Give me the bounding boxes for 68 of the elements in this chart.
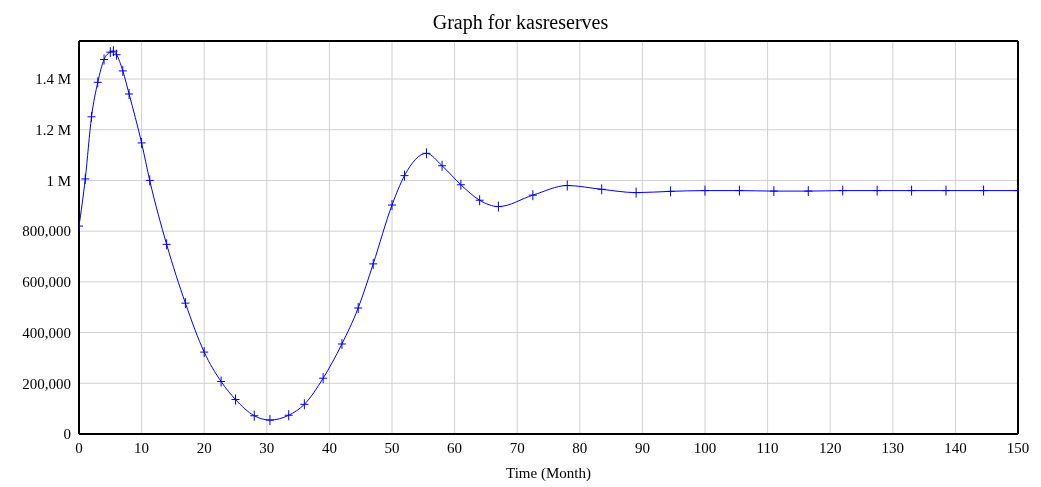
- point: [284, 409, 294, 421]
- point: [562, 180, 572, 192]
- x-tick-label: 10: [134, 439, 150, 456]
- y-tick-label: 1.4 M: [35, 71, 71, 88]
- y-tick-label: 1 M: [46, 172, 71, 189]
- point: [769, 185, 779, 197]
- point: [145, 174, 155, 186]
- point: [838, 185, 848, 197]
- point: [93, 76, 103, 88]
- x-tick-label: 90: [634, 439, 650, 456]
- y-tick-label: 200,000: [22, 375, 71, 392]
- point: [80, 173, 90, 185]
- point: [437, 160, 447, 172]
- point: [493, 201, 503, 213]
- x-tick-label: 60: [447, 439, 463, 456]
- point: [337, 338, 347, 350]
- x-tick-label: 50: [384, 439, 400, 456]
- point: [216, 376, 226, 388]
- point: [872, 185, 882, 197]
- x-tick-label: 150: [1006, 439, 1030, 456]
- point: [162, 238, 172, 250]
- y-tick-label: 0: [63, 426, 71, 443]
- x-tick-label: 0: [75, 439, 83, 456]
- point: [907, 185, 917, 197]
- point: [87, 111, 97, 123]
- point: [666, 185, 676, 197]
- y-tick-label: 1.2 M: [35, 122, 71, 139]
- point: [249, 410, 259, 422]
- point: [941, 185, 951, 197]
- x-tick-label: 100: [693, 439, 717, 456]
- point: [803, 185, 813, 197]
- point: [528, 189, 538, 201]
- point: [456, 179, 466, 191]
- point: [400, 170, 410, 182]
- point: [118, 65, 128, 77]
- point: [299, 398, 309, 410]
- x-tick-label: 20: [196, 439, 212, 456]
- point: [180, 297, 190, 309]
- x-tick-label: 80: [572, 439, 588, 456]
- x-axis-title: Time (Month): [506, 465, 591, 482]
- point: [368, 258, 378, 270]
- point: [631, 187, 641, 199]
- x-tick-label: 110: [756, 439, 779, 456]
- y-tick-label: 600,000: [22, 274, 71, 291]
- point: [112, 49, 122, 61]
- point: [475, 194, 485, 206]
- chart-title: Graph for kasreserves: [431, 10, 610, 36]
- x-tick-label: 70: [509, 439, 525, 456]
- y-tick-label: 800,000: [22, 223, 71, 240]
- point: [597, 183, 607, 195]
- point: [353, 302, 363, 314]
- x-tick-label: 130: [881, 439, 905, 456]
- x-tick-label: 120: [818, 439, 842, 456]
- x-tick-label: 30: [259, 439, 275, 456]
- point: [124, 88, 134, 100]
- x-tick-label: 140: [944, 439, 967, 456]
- x-tick-label: 40: [321, 439, 337, 456]
- point: [421, 147, 431, 159]
- point: [99, 54, 109, 66]
- point: [979, 185, 989, 197]
- point: [318, 372, 328, 384]
- point: [265, 414, 275, 426]
- point: [137, 137, 147, 149]
- y-tick-label: 400,000: [22, 324, 71, 341]
- point: [199, 346, 209, 358]
- point: [700, 185, 710, 197]
- point: [387, 199, 397, 211]
- point: [734, 185, 744, 197]
